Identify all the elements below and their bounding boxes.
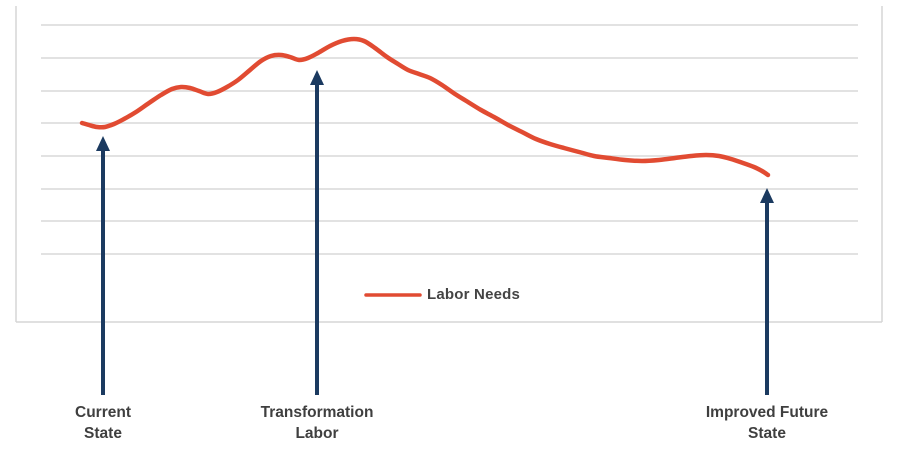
annotation-label-line: State [748,425,786,442]
annotation-label-line: State [84,425,122,442]
annotation-label-line: Transformation [260,404,374,421]
legend-label: Labor Needs [427,286,521,303]
annotation-label-line: Improved Future [705,404,829,421]
annotation-label-line: Labor [295,425,339,442]
annotation-label-line: Current [75,404,131,421]
annotation-label-transformation-labor: Transformation Labor [261,402,374,444]
annotation-arrowhead [310,70,324,85]
annotation-label-improved-future-state: Improved Future State [706,402,828,444]
annotation-arrowhead [760,188,774,203]
annotation-arrowhead [96,136,110,151]
labor-needs-line [79,36,771,178]
annotation-label-current-state: Current State [75,402,131,444]
